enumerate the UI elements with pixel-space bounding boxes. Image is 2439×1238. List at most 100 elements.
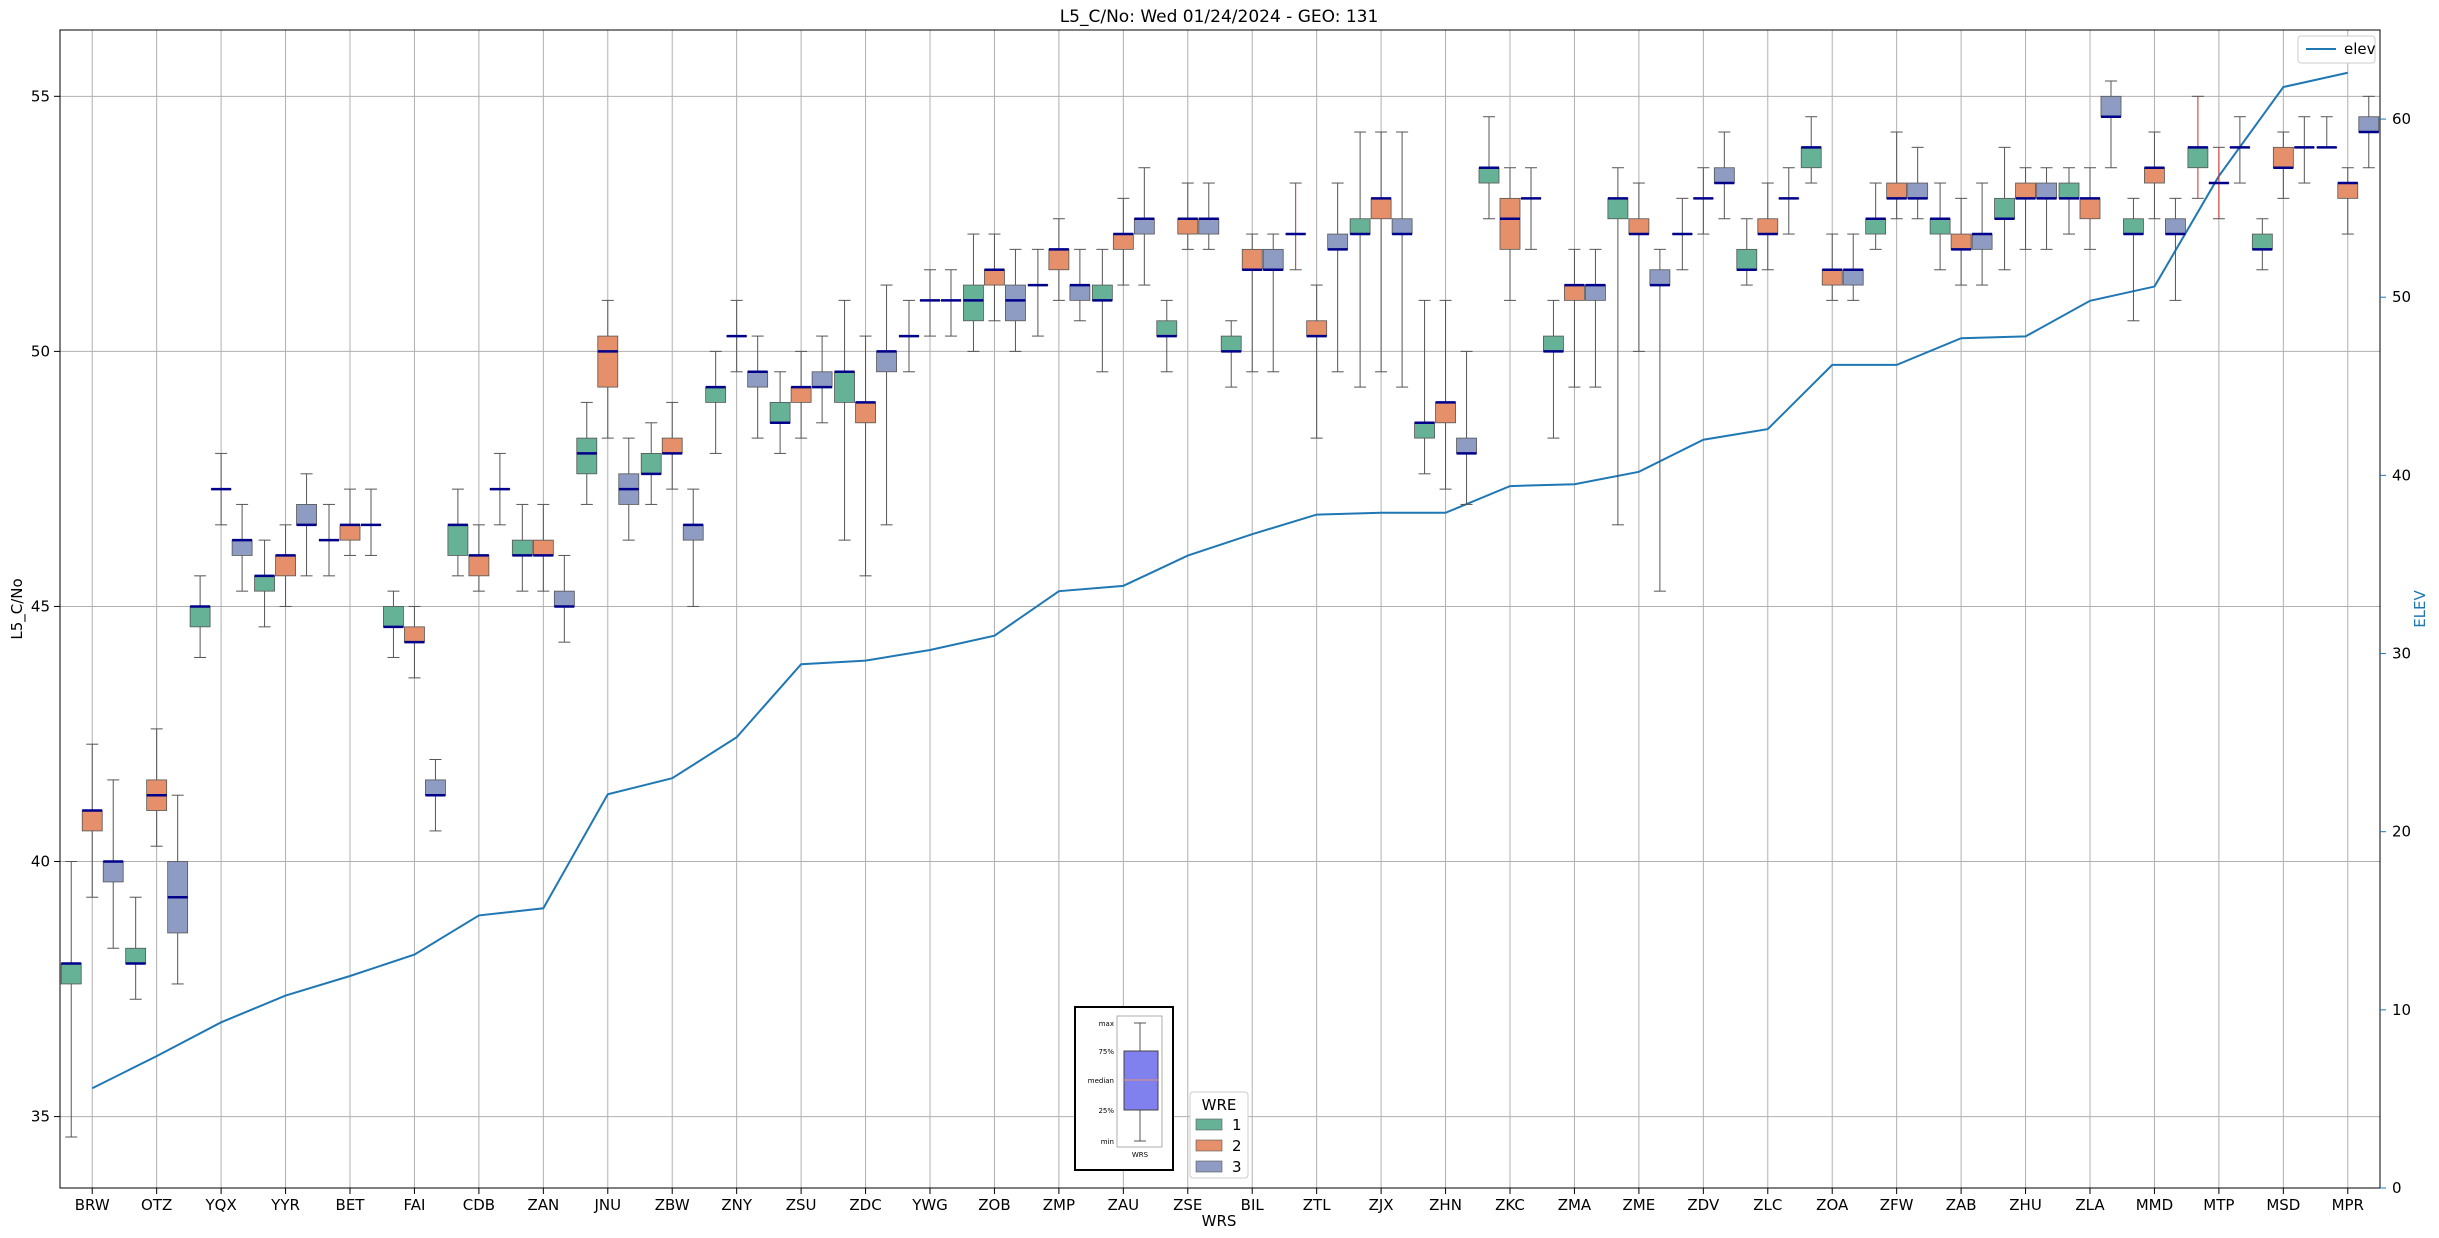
elev-series [91, 71, 2348, 1090]
y2-axis-label: ELEV [2411, 589, 2429, 627]
x-tick-label: MMD [2136, 1196, 2173, 1214]
x-tick-label: ZME [1623, 1196, 1656, 1214]
grid-lines [60, 30, 2380, 1188]
box-mark [254, 539, 275, 628]
box-body [1391, 218, 1413, 235]
box-body [1800, 146, 1822, 169]
elev-line [91, 71, 2348, 1090]
box-body [1241, 248, 1263, 271]
box-body [576, 437, 598, 475]
box-body [125, 947, 147, 964]
x-tick-label: ZAU [1108, 1196, 1140, 1214]
box-body [1091, 284, 1113, 301]
x-tick-label: ZTL [1303, 1196, 1331, 1214]
box-mark [1994, 146, 2015, 271]
elev-legend-label: elev [2344, 40, 2376, 58]
box-body [425, 779, 446, 796]
box-mark [1349, 131, 1371, 388]
x-tick-label: MTP [2203, 1196, 2234, 1214]
x-tick-label: ZKC [1495, 1196, 1525, 1214]
x-tick-label: ZLC [1753, 1196, 1782, 1214]
x-tick-label: ZNY [721, 1196, 752, 1214]
box-mark [769, 371, 791, 454]
box-mark [1907, 146, 1929, 220]
box-mark [489, 452, 511, 526]
box-body [1499, 197, 1521, 250]
key-label-min: min [1101, 1138, 1114, 1146]
elev-legend-box [2297, 35, 2376, 64]
box-body [1478, 167, 1500, 184]
box-body [1262, 248, 1284, 271]
box-mark [1713, 131, 1735, 220]
y2-tick-label: 50 [2392, 288, 2411, 306]
box-mark [726, 299, 748, 373]
box-body [1414, 422, 1435, 439]
wre-legend-swatch-3 [1195, 1160, 1223, 1173]
x-tick-label: ZBW [655, 1196, 690, 1214]
box-body [1069, 284, 1091, 301]
box-mark [1499, 167, 1521, 301]
box-mark [898, 299, 920, 373]
box-mark [1156, 299, 1178, 373]
box-mark [2208, 146, 2230, 220]
box-body [1564, 284, 1585, 301]
x-axis-ticks: BRW OTZ YQX YYR BET FAI CDB ZAN JNU ZBW ZNY ZSU ZDC Y… [75, 1188, 2364, 1214]
x-tick-label: ZMA [1558, 1196, 1592, 1214]
box-body [2100, 95, 2122, 118]
x-tick-label: ZMP [1043, 1196, 1075, 1214]
box-mark [1198, 182, 1220, 250]
box-body [511, 539, 533, 556]
box-mark [1391, 131, 1413, 388]
box-body [811, 371, 833, 388]
box-body [231, 539, 253, 556]
x-tick-label: ZSU [786, 1196, 817, 1214]
box-body [1971, 233, 1993, 250]
box-body [640, 453, 662, 475]
box-mark [189, 575, 211, 658]
box-mark [231, 503, 253, 592]
box-mark [1564, 248, 1585, 388]
box-body [296, 504, 317, 526]
box-mark [963, 233, 984, 352]
box-body [682, 524, 704, 541]
box-mark [1069, 248, 1091, 322]
box-mark [682, 488, 704, 607]
box-body [102, 861, 124, 883]
box-mark [1821, 233, 1843, 301]
y2-tick-label: 40 [2392, 466, 2411, 484]
wre-legend-label-2: 2 [1232, 1137, 1242, 1155]
box-body [984, 269, 1005, 286]
box-body [1950, 233, 1972, 250]
box-body [1649, 269, 1671, 286]
box-body [834, 371, 855, 403]
box-mark [146, 728, 168, 847]
box-body [275, 555, 296, 577]
box-body [447, 524, 469, 556]
box-mark [2251, 218, 2273, 271]
box-body [1713, 167, 1735, 184]
box-body [2058, 182, 2080, 199]
box-body [1112, 233, 1134, 250]
x-tick-label: BIL [1241, 1196, 1265, 1214]
box-mark [1929, 182, 1951, 271]
box-mark [167, 794, 189, 985]
box-body [1435, 401, 1456, 424]
box-mark [553, 554, 575, 643]
x-tick-label: ZHU [2009, 1196, 2042, 1214]
box-body [553, 590, 575, 607]
box-mark [1778, 167, 1800, 235]
box-body [747, 371, 769, 388]
box-body [532, 539, 554, 556]
box-body [1306, 320, 1328, 337]
box-mark [2358, 95, 2380, 169]
box-mark [2036, 167, 2057, 250]
box-mark [2015, 167, 2036, 250]
box-body [2272, 146, 2294, 169]
box-mark [618, 437, 640, 541]
box-mark [661, 401, 683, 490]
box-mark [1842, 233, 1864, 301]
box-mark [1649, 248, 1671, 592]
box-mark [876, 284, 897, 526]
